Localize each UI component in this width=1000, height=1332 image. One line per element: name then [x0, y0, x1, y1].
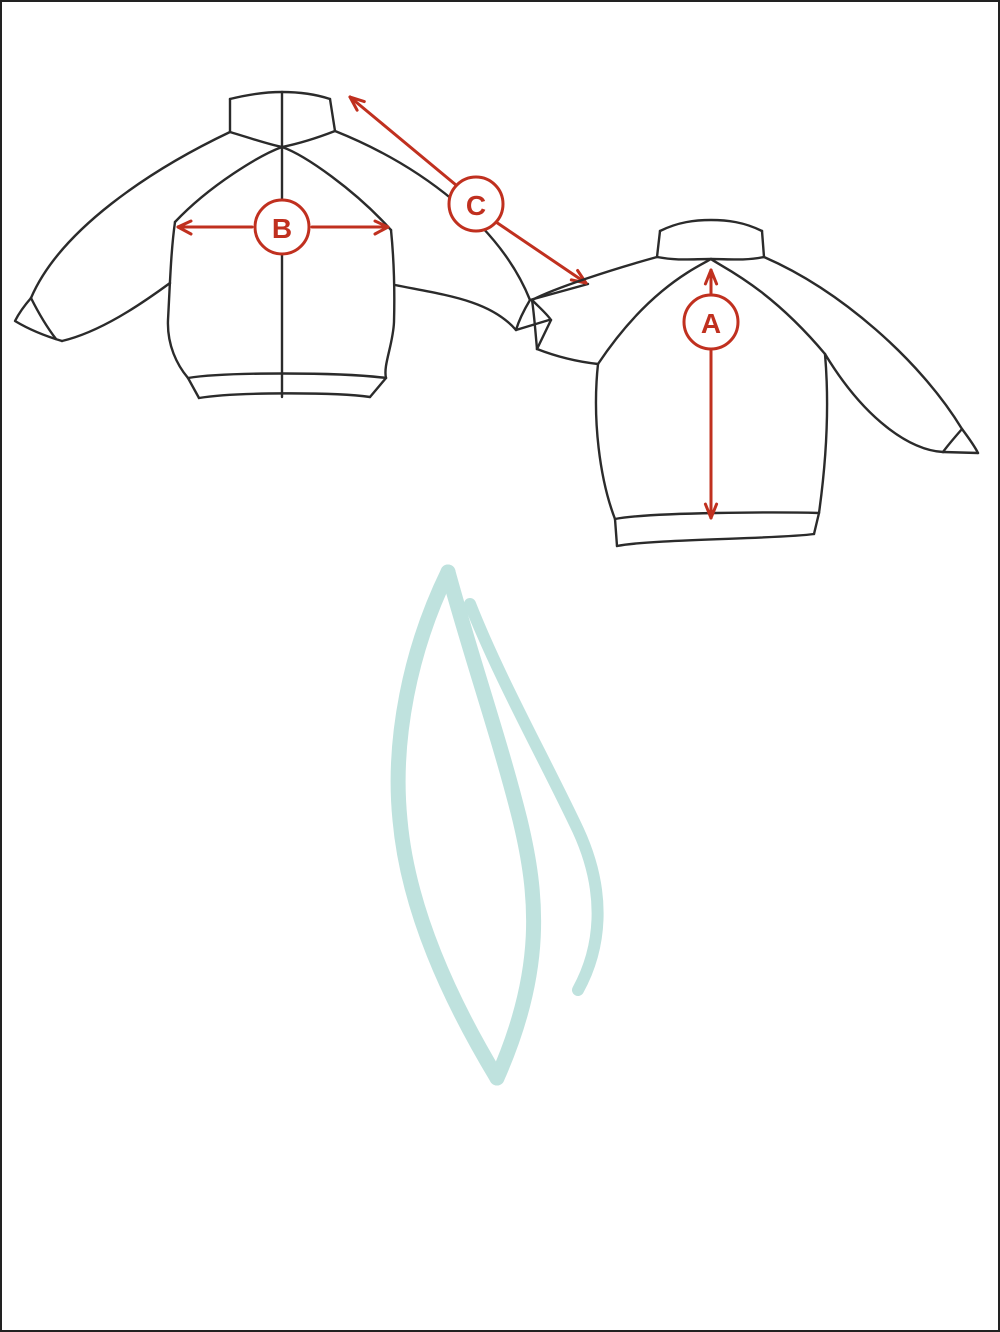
svg-text:B: B: [272, 213, 292, 244]
svg-text:C: C: [466, 190, 486, 221]
svg-text:A: A: [701, 308, 721, 339]
